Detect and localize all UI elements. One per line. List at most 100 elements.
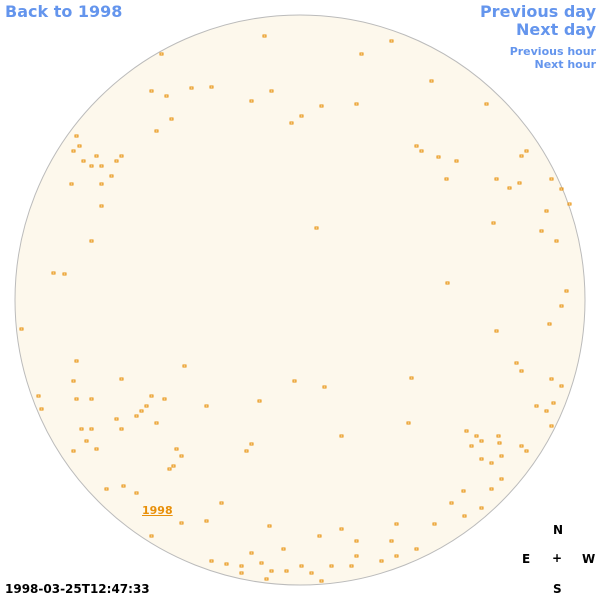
speck bbox=[134, 414, 139, 418]
speck bbox=[394, 522, 399, 526]
speck bbox=[499, 454, 504, 458]
speck bbox=[544, 209, 549, 213]
speck bbox=[249, 551, 254, 555]
speck bbox=[244, 449, 249, 453]
speck bbox=[567, 202, 572, 206]
speck bbox=[134, 491, 139, 495]
speck bbox=[239, 564, 244, 568]
speck bbox=[524, 449, 529, 453]
previous-hour-link[interactable]: Previous hour bbox=[509, 45, 596, 58]
speck bbox=[121, 484, 126, 488]
speck bbox=[119, 427, 124, 431]
speck bbox=[89, 397, 94, 401]
speck bbox=[119, 377, 124, 381]
speck bbox=[547, 322, 552, 326]
speck bbox=[419, 149, 424, 153]
speck bbox=[461, 489, 466, 493]
speck bbox=[159, 52, 164, 56]
speck bbox=[79, 427, 84, 431]
speck bbox=[179, 454, 184, 458]
speck bbox=[436, 155, 441, 159]
speck bbox=[99, 204, 104, 208]
speck bbox=[559, 187, 564, 191]
speck bbox=[514, 361, 519, 365]
speck bbox=[99, 164, 104, 168]
speck bbox=[469, 444, 474, 448]
speck bbox=[414, 547, 419, 551]
speck bbox=[39, 407, 44, 411]
speck bbox=[534, 404, 539, 408]
speck bbox=[544, 409, 549, 413]
speck bbox=[389, 539, 394, 543]
speck bbox=[77, 144, 82, 148]
speck bbox=[71, 379, 76, 383]
speck bbox=[89, 427, 94, 431]
speck bbox=[494, 177, 499, 181]
speck bbox=[564, 289, 569, 293]
speck bbox=[554, 239, 559, 243]
speck bbox=[339, 527, 344, 531]
speck bbox=[494, 329, 499, 333]
speck bbox=[524, 149, 529, 153]
previous-day-link[interactable]: Previous day bbox=[479, 2, 596, 21]
speck bbox=[262, 34, 267, 38]
speck bbox=[389, 39, 394, 43]
speck bbox=[354, 102, 359, 106]
speck bbox=[139, 409, 144, 413]
speck bbox=[104, 487, 109, 491]
active-regions bbox=[19, 34, 572, 583]
speck bbox=[314, 226, 319, 230]
speck bbox=[507, 186, 512, 190]
speck bbox=[479, 439, 484, 443]
speck bbox=[464, 429, 469, 433]
speck bbox=[322, 385, 327, 389]
speck bbox=[499, 477, 504, 481]
speck bbox=[519, 369, 524, 373]
speck bbox=[284, 569, 289, 573]
speck bbox=[354, 554, 359, 558]
speck bbox=[71, 149, 76, 153]
year-link[interactable]: 1998 bbox=[142, 504, 173, 517]
speck bbox=[549, 424, 554, 428]
speck bbox=[267, 524, 272, 528]
speck bbox=[354, 539, 359, 543]
speck bbox=[292, 379, 297, 383]
compass-south: S bbox=[553, 582, 562, 596]
back-link[interactable]: Back to 1998 bbox=[5, 2, 123, 21]
speck bbox=[144, 404, 149, 408]
next-hour-link[interactable]: Next hour bbox=[534, 58, 597, 71]
next-day-link[interactable]: Next day bbox=[516, 20, 596, 39]
speck bbox=[174, 447, 179, 451]
speck bbox=[167, 467, 172, 471]
speck bbox=[454, 159, 459, 163]
speck bbox=[489, 487, 494, 491]
speck bbox=[406, 421, 411, 425]
speck bbox=[489, 461, 494, 465]
speck bbox=[444, 177, 449, 181]
speck bbox=[349, 564, 354, 568]
speck bbox=[479, 506, 484, 510]
speck bbox=[81, 159, 86, 163]
speck bbox=[449, 501, 454, 505]
speck bbox=[89, 164, 94, 168]
speck bbox=[204, 404, 209, 408]
speck bbox=[62, 272, 67, 276]
speck bbox=[51, 271, 56, 275]
speck bbox=[19, 327, 24, 331]
speck bbox=[84, 439, 89, 443]
solar-disk bbox=[14, 14, 586, 586]
speck bbox=[289, 121, 294, 125]
compass-north: N bbox=[553, 523, 564, 537]
speck bbox=[559, 384, 564, 388]
speck bbox=[409, 376, 414, 380]
speck bbox=[497, 441, 502, 445]
speck bbox=[219, 501, 224, 505]
speck bbox=[114, 417, 119, 421]
speck bbox=[69, 182, 74, 186]
speck bbox=[474, 434, 479, 438]
speck bbox=[209, 85, 214, 89]
speck bbox=[414, 144, 419, 148]
timestamp: 1998-03-25T12:47:33 bbox=[5, 582, 150, 596]
speck bbox=[259, 561, 264, 565]
